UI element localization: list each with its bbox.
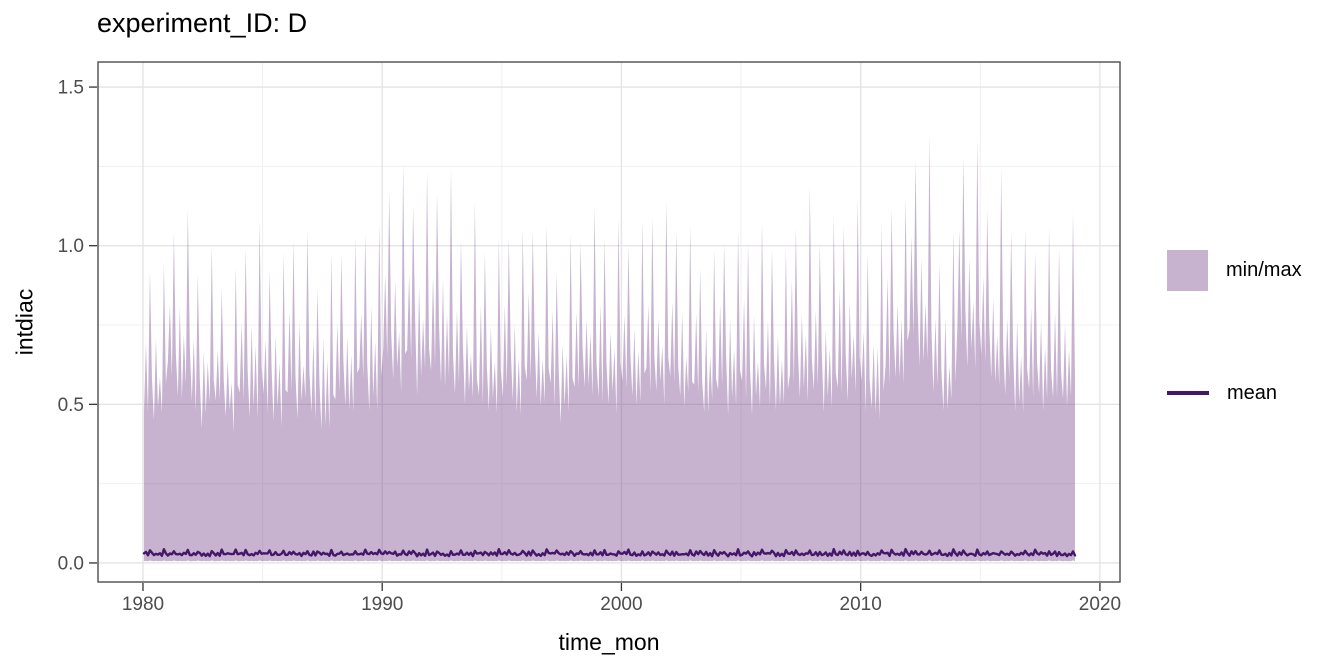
ribbon-minmax: [143, 136, 1075, 562]
y-tick-label: 0.5: [58, 395, 84, 416]
panel-border: [97, 61, 1121, 583]
legend-label-mean: mean: [1227, 381, 1278, 404]
legend-item-minmax: min/max: [1167, 250, 1302, 291]
x-tick-label: 1980: [122, 594, 164, 615]
x-tick-label: 2010: [840, 594, 882, 615]
y-tick-label: 1.5: [58, 78, 84, 99]
x-tick-label: 2000: [600, 594, 642, 615]
y-tick-label: 0.0: [58, 553, 84, 574]
x-tick-label: 2020: [1079, 594, 1121, 615]
mean-line: [142, 547, 1077, 558]
legend-item-mean: mean: [1167, 373, 1277, 413]
y-axis-title: intdiac: [11, 288, 38, 356]
chart-title: experiment_ID: D: [97, 8, 308, 38]
legend-label-minmax: min/max: [1226, 259, 1302, 281]
minmax-swatch-icon: [1167, 250, 1208, 291]
x-tick-label: 1990: [361, 594, 403, 615]
x-axis-title: time_mon: [558, 629, 660, 655]
y-tick-label: 1.0: [58, 236, 84, 257]
mean-line-key-icon: [1167, 373, 1209, 413]
